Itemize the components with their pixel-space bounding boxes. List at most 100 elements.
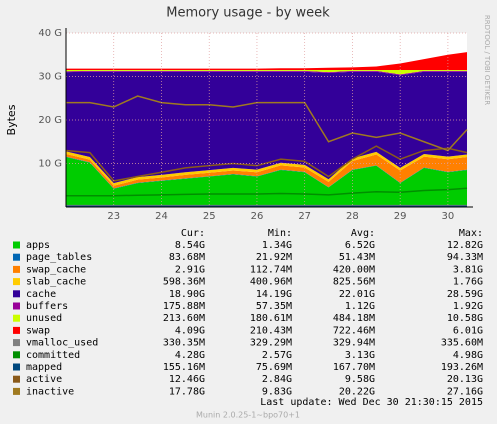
stat-header: Cur: bbox=[181, 228, 205, 239]
legend-swatch bbox=[13, 278, 20, 286]
area-cache bbox=[66, 71, 467, 184]
stat-value: 3.13G bbox=[345, 350, 375, 361]
stat-value: 83.68M bbox=[169, 252, 205, 263]
stat-value: 175.88M bbox=[163, 301, 205, 312]
stat-value: 75.69M bbox=[256, 362, 292, 373]
stat-value: 22.01G bbox=[339, 289, 375, 300]
x-tick-label: 25 bbox=[203, 211, 216, 222]
x-tick-label: 26 bbox=[251, 211, 264, 222]
area-slab_cache bbox=[66, 151, 467, 186]
legend-swatch bbox=[13, 265, 20, 273]
stat-value: 1.76G bbox=[453, 277, 483, 288]
footer: Munin 2.0.25-1~bpo70+1 bbox=[196, 411, 300, 420]
stat-value: 20.22G bbox=[339, 386, 375, 397]
stat-value: 6.01G bbox=[453, 325, 483, 336]
stat-value: 18.90G bbox=[169, 289, 205, 300]
legend-swatch bbox=[13, 253, 20, 261]
area-unused bbox=[66, 69, 467, 75]
stat-value: 20.13G bbox=[447, 374, 483, 385]
stat-header: Avg: bbox=[351, 228, 375, 239]
legend-swatch bbox=[13, 351, 20, 359]
legend-label: cache bbox=[26, 289, 56, 300]
line-active bbox=[65, 145, 468, 182]
stat-value: 1.34G bbox=[262, 240, 292, 251]
stat-value: 3.81G bbox=[453, 264, 483, 275]
stat-header: Min: bbox=[268, 228, 292, 239]
chart-title: Memory usage - by week bbox=[166, 6, 330, 21]
stat-value: 9.83G bbox=[262, 386, 292, 397]
stat-value: 51.43M bbox=[339, 252, 375, 263]
side-label: RRDTOOL / TOBI OETIKER bbox=[483, 15, 491, 105]
legend-swatch bbox=[13, 290, 20, 298]
stat-value: 9.58G bbox=[345, 374, 375, 385]
stat-value: 329.29M bbox=[250, 338, 292, 349]
legend-label: slab_cache bbox=[26, 277, 86, 288]
legend-label: apps bbox=[26, 240, 50, 251]
stat-value: 400.96M bbox=[250, 277, 292, 288]
x-tick-label: 24 bbox=[155, 211, 168, 222]
legend-label: swap bbox=[26, 325, 50, 336]
legend-label: inactive bbox=[26, 386, 74, 397]
x-tick-label: 27 bbox=[298, 211, 311, 222]
stat-value: 193.26M bbox=[441, 362, 483, 373]
area-swap bbox=[66, 52, 467, 70]
stat-value: 1.12G bbox=[345, 301, 375, 312]
stat-value: 825.56M bbox=[333, 277, 375, 288]
stat-header: Max: bbox=[459, 228, 483, 239]
y-tick-label: 30 G bbox=[38, 72, 62, 83]
stat-value: 14.19G bbox=[256, 289, 292, 300]
stat-value: 155.16M bbox=[163, 362, 205, 373]
legend-swatch bbox=[13, 314, 20, 322]
legend-swatch bbox=[13, 387, 20, 395]
legend-label: active bbox=[26, 374, 62, 385]
x-tick-label: 23 bbox=[107, 211, 120, 222]
legend-label: vmalloc_used bbox=[26, 338, 98, 349]
stat-value: 210.43M bbox=[250, 325, 292, 336]
stat-value: 1.92G bbox=[453, 301, 483, 312]
stat-value: 12.82G bbox=[447, 240, 483, 251]
y-tick-label: 10 G bbox=[38, 159, 62, 170]
stat-value: 4.28G bbox=[175, 350, 205, 361]
stat-value: 330.35M bbox=[163, 338, 205, 349]
legend-swatch bbox=[13, 326, 20, 334]
y-tick-label: 40 G bbox=[38, 28, 62, 39]
y-tick-label: 20 G bbox=[38, 115, 62, 126]
stat-value: 94.33M bbox=[447, 252, 483, 263]
stat-value: 17.78G bbox=[169, 386, 205, 397]
legend-swatch bbox=[13, 302, 20, 310]
stat-value: 2.91G bbox=[175, 264, 205, 275]
legend-swatch bbox=[13, 375, 20, 383]
area-buffers bbox=[66, 70, 467, 76]
stat-value: 335.60M bbox=[441, 338, 483, 349]
stat-value: 27.16G bbox=[447, 386, 483, 397]
legend-swatch bbox=[13, 363, 20, 371]
stat-value: 722.46M bbox=[333, 325, 375, 336]
x-tick-label: 28 bbox=[346, 211, 359, 222]
legend-swatch bbox=[13, 241, 20, 249]
stat-value: 2.57G bbox=[262, 350, 292, 361]
stat-value: 21.92M bbox=[256, 252, 292, 263]
y-axis-label: Bytes bbox=[5, 104, 18, 135]
area-swap_cache bbox=[66, 154, 467, 189]
legend-label: mapped bbox=[26, 362, 62, 373]
stat-value: 2.84G bbox=[262, 374, 292, 385]
legend-label: buffers bbox=[26, 301, 68, 312]
line-inactive bbox=[66, 95, 468, 152]
stat-value: 180.61M bbox=[250, 313, 292, 324]
x-tick-label: 29 bbox=[394, 211, 407, 222]
stat-value: 329.94M bbox=[333, 338, 375, 349]
stat-value: 598.36M bbox=[163, 277, 205, 288]
stat-value: 420.00M bbox=[333, 264, 375, 275]
stat-value: 6.52G bbox=[345, 240, 375, 251]
stat-value: 12.46G bbox=[169, 374, 205, 385]
stat-value: 112.74M bbox=[250, 264, 292, 275]
stat-value: 10.58G bbox=[447, 313, 483, 324]
stat-value: 167.70M bbox=[333, 362, 375, 373]
stat-value: 57.35M bbox=[256, 301, 292, 312]
stat-value: 28.59G bbox=[447, 289, 483, 300]
stat-value: 4.98G bbox=[453, 350, 483, 361]
line-committed bbox=[66, 187, 468, 197]
last-update: Last update: Wed Dec 30 21:30:15 2015 bbox=[260, 397, 483, 408]
